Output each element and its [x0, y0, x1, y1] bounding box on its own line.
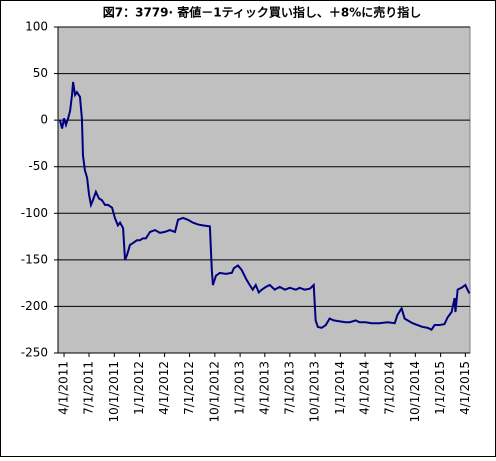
y-tick-label: -50: [28, 159, 48, 173]
x-tick-label: 7/1/2012: [182, 361, 196, 415]
x-tick-label: 7/1/2011: [82, 361, 96, 415]
y-tick-label: -200: [21, 299, 48, 313]
x-tick-label: 10/1/2014: [408, 361, 422, 423]
x-tick-label: 1/1/2013: [233, 361, 247, 415]
x-tick-label: 1/1/2015: [433, 361, 447, 415]
y-tick-label: -250: [21, 346, 48, 360]
y-tick-label: 100: [25, 20, 48, 34]
chart-title: 図7：3779· 寄値－1ティック買い指し、＋8%に売り指し: [103, 5, 422, 20]
y-tick-label: 50: [33, 66, 48, 80]
x-tick-label: 4/1/2011: [57, 361, 71, 415]
x-tick-label: 4/1/2012: [157, 361, 171, 415]
x-tick-label: 10/1/2012: [207, 361, 221, 423]
y-tick-label: -100: [21, 206, 48, 220]
x-tick-label: 4/1/2015: [458, 361, 472, 415]
x-tick-label: 1/1/2014: [333, 361, 347, 415]
plot-area: [57, 26, 471, 354]
x-tick-label: 4/1/2014: [358, 361, 372, 415]
x-tick-label: 1/1/2012: [132, 361, 146, 415]
x-tick-label: 7/1/2013: [282, 361, 296, 415]
x-tick-label: 4/1/2013: [257, 361, 271, 415]
x-tick-label: 10/1/2013: [308, 361, 322, 423]
x-tick-label: 10/1/2011: [107, 361, 121, 423]
y-tick-label: 0: [40, 113, 48, 127]
data-line: [58, 81, 471, 331]
y-tick-label: -150: [21, 252, 48, 266]
x-tick-label: 7/1/2014: [383, 361, 397, 415]
